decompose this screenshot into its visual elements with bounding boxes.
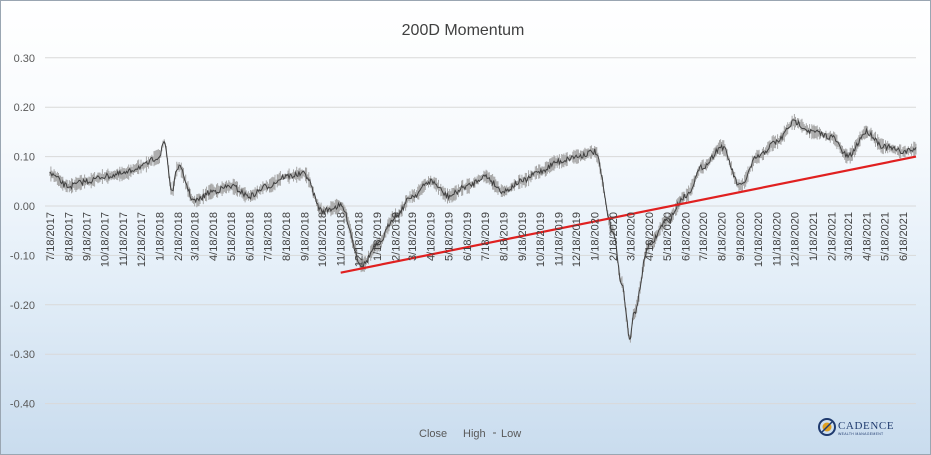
x-tick-label: 12/18/2018 — [354, 212, 366, 267]
x-tick-label: 2/18/2021 — [826, 212, 838, 261]
x-tick-label: 3/18/2018 — [190, 212, 202, 261]
y-tick-label: 0.00 — [14, 201, 35, 213]
x-tick-label: 2/18/2020 — [608, 212, 620, 261]
grid — [45, 57, 916, 405]
y-tick-label: 0.10 — [14, 152, 35, 164]
brand-name: CADENCE — [838, 420, 894, 432]
y-tick-label: -0.10 — [10, 250, 35, 262]
x-tick-label: 4/18/2018 — [208, 212, 220, 261]
y-axis-ticks: 0.30 0.20 0.10 0.00 -0.10 -0.20 -0.30 -0.40 — [10, 53, 35, 411]
x-tick-label: 2/18/2018 — [173, 212, 185, 261]
y-tick-label: 0.30 — [14, 53, 35, 65]
y-tick-label: -0.40 — [10, 399, 35, 411]
y-tick-label: 0.20 — [14, 102, 35, 114]
legend-item: Close — [419, 428, 447, 440]
x-tick-label: 1/18/2019 — [372, 212, 384, 261]
x-axis-ticks: 7/18/2017 8/18/2017 9/18/2017 10/18/2017 11/… — [45, 212, 910, 267]
x-tick-label: 9/18/2019 — [517, 212, 529, 261]
x-tick-label: 5/18/2019 — [444, 212, 456, 261]
x-tick-label: 6/18/2019 — [462, 212, 474, 261]
x-tick-label: 10/18/2019 — [535, 212, 547, 267]
x-tick-label: 3/18/2020 — [625, 212, 637, 261]
x-tick-label: 8/18/2020 — [717, 212, 729, 261]
x-tick-label: 12/18/2017 — [136, 212, 148, 267]
x-tick-label: 11/18/2020 — [771, 212, 783, 266]
x-tick-label: 11/18/2017 — [118, 212, 130, 266]
x-tick-label: 12/18/2020 — [789, 212, 801, 267]
x-tick-label: 9/18/2020 — [735, 212, 747, 261]
x-tick-label: 8/18/2019 — [498, 212, 510, 261]
trend-line-group — [340, 155, 917, 274]
x-tick-label: 3/18/2019 — [407, 212, 419, 261]
x-tick-label: 5/18/2018 — [226, 212, 238, 261]
legend-item: Low — [501, 428, 521, 440]
brand-circle-icon — [818, 418, 836, 436]
brand-logo: CADENCE WEALTH MANAGEMENT — [818, 418, 894, 436]
x-tick-label: 2/18/2019 — [391, 212, 403, 261]
x-tick-label: 6/18/2020 — [680, 212, 692, 261]
x-tick-label: 10/18/2017 — [100, 212, 112, 267]
x-tick-label: 3/18/2021 — [843, 212, 855, 261]
x-tick-label: 4/18/2019 — [426, 212, 438, 261]
x-tick-label: 4/18/2020 — [644, 212, 656, 261]
x-tick-label: 5/18/2020 — [662, 212, 674, 261]
trend-line — [340, 155, 917, 274]
brand-subtitle: WEALTH MANAGEMENT — [838, 432, 884, 436]
x-tick-label: 1/18/2018 — [154, 212, 166, 261]
x-tick-label: 8/18/2018 — [281, 212, 293, 261]
legend-item: High — [463, 428, 486, 440]
x-tick-label: 11/18/2018 — [336, 212, 348, 266]
brand-arrow-icon — [821, 421, 833, 433]
y-tick-label: -0.20 — [10, 300, 35, 312]
x-tick-label: 7/18/2018 — [262, 212, 274, 261]
x-tick-label: 10/18/2020 — [753, 212, 765, 267]
chart-title: 200D Momentum — [402, 22, 525, 39]
x-tick-label: 7/18/2019 — [480, 212, 492, 261]
x-tick-label: 1/18/2020 — [590, 212, 602, 261]
x-tick-label: 6/18/2021 — [898, 212, 910, 261]
x-tick-label: 7/18/2020 — [698, 212, 710, 261]
series-plot — [49, 114, 917, 343]
x-tick-label: 1/18/2021 — [808, 212, 820, 261]
legend: Close High Low — [419, 428, 521, 440]
x-tick-label: 9/18/2017 — [82, 212, 94, 261]
x-tick-label: 7/18/2017 — [45, 212, 57, 261]
x-tick-label: 9/18/2018 — [299, 212, 311, 261]
x-tick-label: 5/18/2021 — [879, 212, 891, 261]
x-tick-label: 8/18/2017 — [63, 212, 75, 261]
x-tick-label: 6/18/2018 — [244, 212, 256, 261]
y-tick-label: -0.30 — [10, 349, 35, 361]
x-tick-label: 10/18/2018 — [317, 212, 329, 267]
x-tick-label: 4/18/2021 — [862, 212, 874, 261]
series-close-line — [49, 119, 917, 340]
x-tick-label: 12/18/2019 — [571, 212, 583, 267]
x-tick-label: 11/18/2019 — [553, 212, 565, 266]
